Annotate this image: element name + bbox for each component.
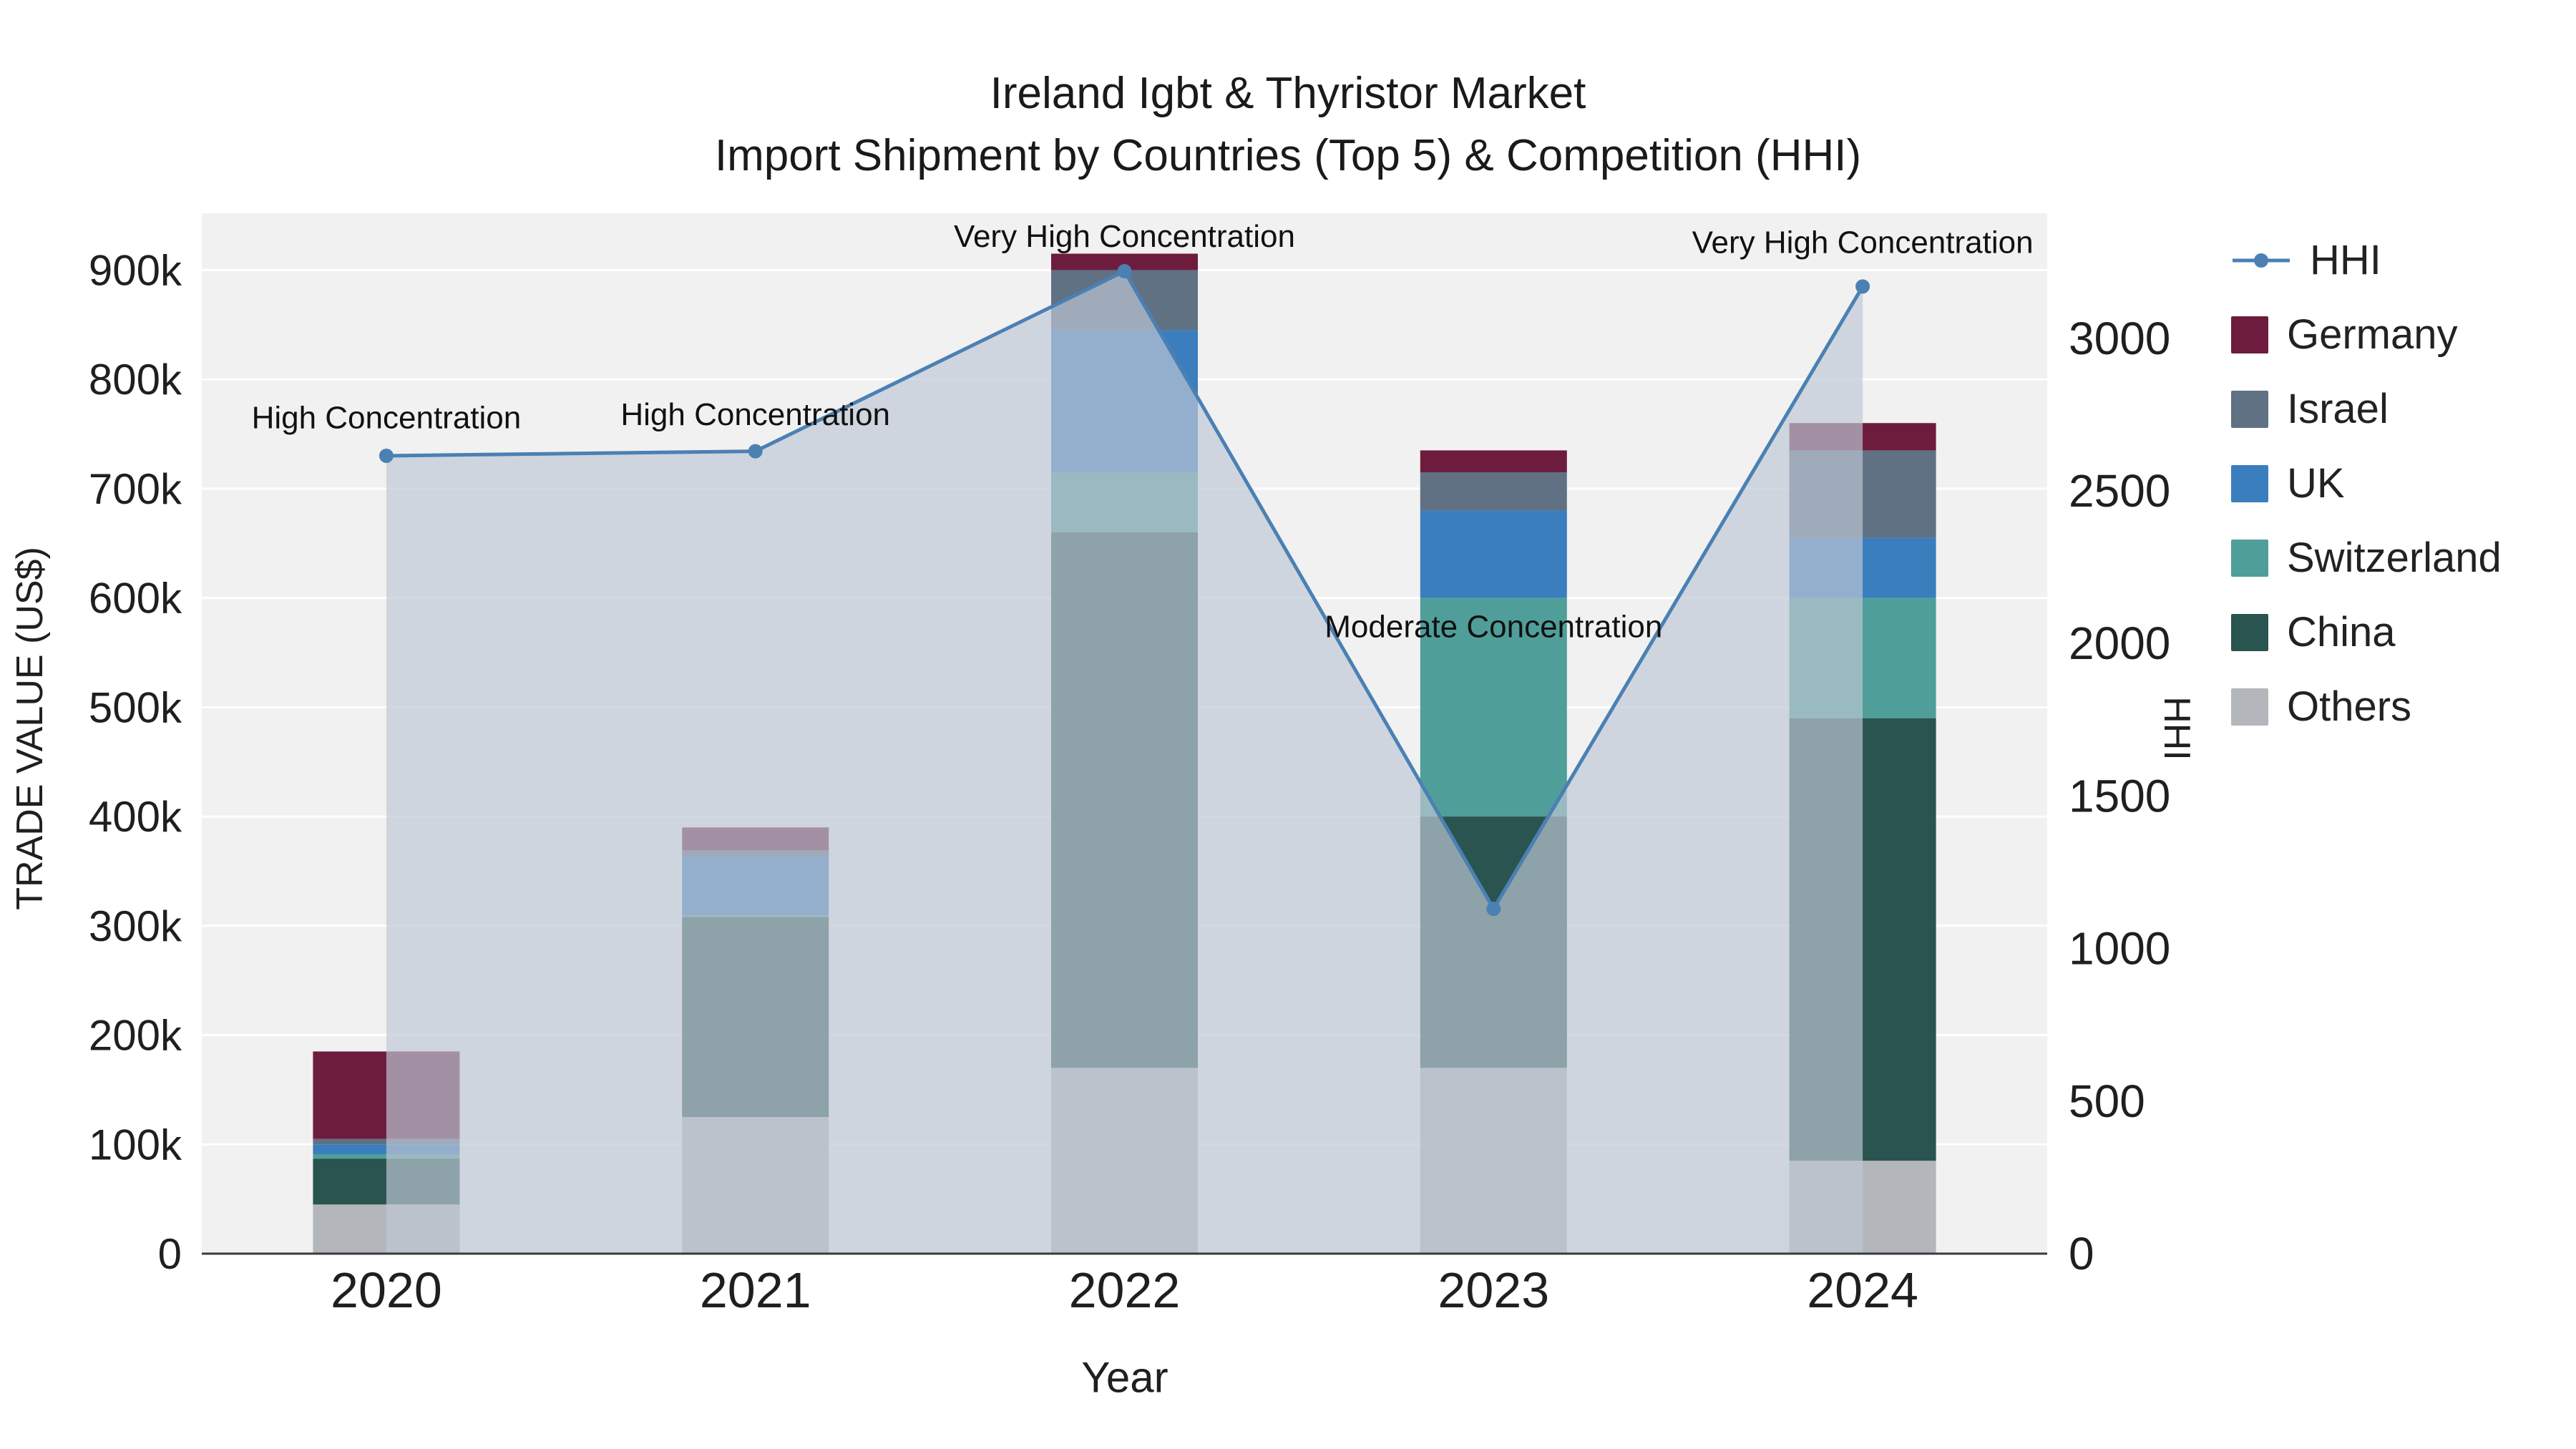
hhi-marker[interactable] (379, 448, 394, 463)
chart-title-line2: Import Shipment by Countries (Top 5) & C… (714, 130, 1862, 180)
legend-swatch-others (2231, 688, 2268, 726)
chart-title-line1: Ireland Igbt & Thyristor Market (990, 69, 1586, 118)
y-left-tick-label: 300k (89, 902, 182, 950)
legend-swatch-germany (2231, 316, 2268, 353)
legend-label: UK (2287, 460, 2345, 507)
legend-item-china[interactable]: China (2231, 608, 2502, 656)
legend-swatch-israel (2231, 390, 2268, 428)
legend-item-germany[interactable]: Germany (2231, 311, 2502, 358)
bar-segment-switzerland[interactable] (1420, 597, 1567, 817)
legend-label: Switzerland (2287, 535, 2502, 581)
legend-label: Germany (2287, 311, 2458, 358)
x-tick-label: 2024 (1807, 1262, 1918, 1318)
hhi-area-fill (386, 271, 1863, 1254)
x-tick-label: 2020 (331, 1262, 442, 1318)
y-left-tick-label: 900k (89, 246, 182, 294)
hhi-marker[interactable] (748, 444, 763, 459)
legend-swatch-china (2231, 613, 2268, 651)
hhi-marker[interactable] (1486, 902, 1501, 917)
legend-item-others[interactable]: Others (2231, 683, 2502, 731)
legend-label: China (2287, 609, 2396, 655)
y-right-tick-label: 3000 (2069, 313, 2170, 364)
y-right-tick-label: 2500 (2069, 465, 2170, 517)
y-right-tick-label: 2000 (2069, 618, 2170, 669)
legend-item-israel[interactable]: Israel (2231, 385, 2502, 433)
legend-item-switzerland[interactable]: Switzerland (2231, 534, 2502, 582)
annotation: Very High Concentration (1692, 225, 2034, 260)
legend-item-uk[interactable]: UK (2231, 459, 2502, 507)
legend-swatch-switzerland (2231, 539, 2268, 577)
x-axis-title: Year (1081, 1353, 1169, 1402)
y-right-tick-label: 1500 (2069, 770, 2170, 821)
y-left-tick-label: 500k (89, 683, 182, 731)
y-left-tick-label: 200k (89, 1012, 182, 1060)
y-left-tick-label: 400k (89, 793, 182, 841)
bar-segment-germany[interactable] (1051, 253, 1198, 270)
annotation: High Concentration (252, 401, 522, 436)
hhi-marker[interactable] (1855, 279, 1870, 294)
bar-segment-germany[interactable] (1420, 450, 1567, 472)
legend-swatch-uk (2231, 464, 2268, 502)
y-right-tick-label: 0 (2069, 1228, 2094, 1279)
legend: HHI Germany Israel UK Switzerland China Others (2231, 236, 2502, 731)
y-left-tick-label: 0 (158, 1230, 182, 1278)
y-left-tick-label: 700k (89, 465, 182, 513)
legend-label: Others (2287, 683, 2412, 730)
x-tick-label: 2022 (1069, 1262, 1181, 1318)
y-left-axis-title: TRADE VALUE (US$) (9, 547, 51, 910)
chart-title: Ireland Igbt & Thyristor Market Import S… (0, 63, 2576, 187)
hhi-marker[interactable] (1117, 264, 1132, 279)
annotation: High Concentration (620, 397, 890, 432)
y-right-tick-label: 1000 (2069, 923, 2170, 975)
y-right-tick-label: 500 (2069, 1075, 2145, 1127)
legend-label: Israel (2287, 386, 2389, 432)
x-tick-label: 2021 (700, 1262, 811, 1318)
y-left-tick-label: 800k (89, 356, 182, 404)
annotation: Very High Concentration (954, 219, 1295, 254)
annotation: Moderate Concentration (1324, 610, 1662, 645)
bar-segment-israel[interactable] (1420, 472, 1567, 511)
legend-label: HHI (2310, 237, 2381, 283)
legend-item-hhi[interactable]: HHI (2231, 236, 2502, 284)
y-left-tick-label: 600k (89, 575, 182, 623)
x-tick-label: 2023 (1438, 1262, 1549, 1318)
y-left-tick-label: 100k (89, 1121, 182, 1169)
y-right-axis-title: HHI (2156, 696, 2197, 761)
hhi-line-sample-icon (2233, 253, 2290, 268)
bar-segment-uk[interactable] (1420, 510, 1567, 598)
